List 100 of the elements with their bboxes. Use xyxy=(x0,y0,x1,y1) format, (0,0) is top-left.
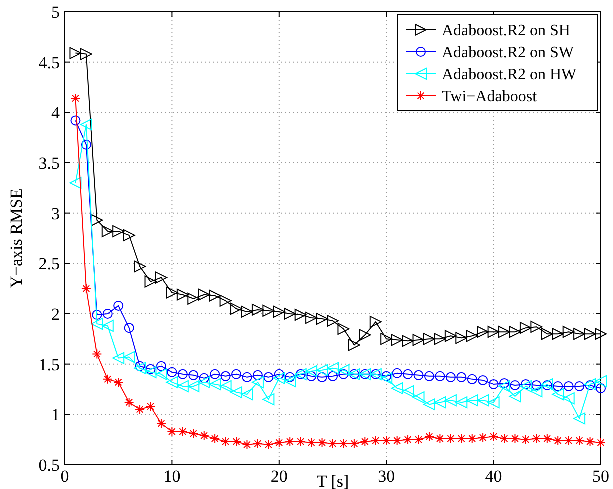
point xyxy=(414,434,424,445)
point xyxy=(188,370,199,380)
point xyxy=(230,302,243,315)
point xyxy=(284,308,296,320)
point xyxy=(327,362,339,374)
point xyxy=(412,334,425,346)
y-tick-label: 1 xyxy=(52,406,60,425)
point xyxy=(338,438,349,449)
point xyxy=(392,436,402,446)
x-tick-label: 40 xyxy=(485,467,502,486)
point xyxy=(166,286,178,299)
point xyxy=(317,438,328,448)
y-tick-label: 2 xyxy=(52,304,60,324)
point xyxy=(199,373,210,384)
point xyxy=(306,365,318,378)
point xyxy=(232,369,242,380)
point xyxy=(284,375,296,388)
y-tick-label: 3 xyxy=(52,204,60,224)
point xyxy=(562,392,575,405)
point xyxy=(135,361,146,372)
point xyxy=(252,304,264,316)
point xyxy=(348,339,360,352)
point xyxy=(135,404,146,415)
point xyxy=(144,276,157,288)
point xyxy=(230,386,243,399)
point xyxy=(156,361,166,372)
point xyxy=(349,438,360,449)
point xyxy=(435,371,446,382)
y-tick-label: 4.5 xyxy=(38,53,60,72)
point xyxy=(595,328,607,340)
legend-label: Adaboost.R2 on SW xyxy=(442,44,575,62)
point xyxy=(306,371,317,382)
point xyxy=(424,432,434,442)
point xyxy=(210,434,220,444)
point xyxy=(552,388,564,401)
point xyxy=(146,402,156,412)
point xyxy=(467,374,478,384)
point xyxy=(541,328,554,340)
point xyxy=(188,380,200,392)
point xyxy=(466,330,478,342)
point xyxy=(456,372,467,382)
point xyxy=(392,368,402,378)
point xyxy=(338,369,349,380)
y-tick-label: 3.5 xyxy=(38,154,60,173)
point xyxy=(456,434,467,444)
point xyxy=(70,94,81,104)
point xyxy=(198,288,210,301)
point xyxy=(435,434,446,444)
point xyxy=(264,440,274,450)
point xyxy=(552,328,564,340)
point xyxy=(391,382,404,394)
point xyxy=(156,418,166,429)
point xyxy=(252,376,264,388)
point xyxy=(262,394,275,406)
point xyxy=(574,436,585,446)
point xyxy=(478,375,488,386)
point xyxy=(553,381,564,392)
point xyxy=(402,386,414,398)
point xyxy=(220,380,232,392)
point xyxy=(370,316,382,328)
point xyxy=(264,372,274,382)
point xyxy=(146,364,156,374)
point xyxy=(380,372,393,384)
point xyxy=(564,436,574,446)
point xyxy=(391,334,404,346)
point xyxy=(124,323,134,334)
point xyxy=(488,326,500,338)
point xyxy=(176,380,189,392)
point xyxy=(273,372,286,384)
point xyxy=(530,386,543,398)
point xyxy=(199,430,210,441)
point xyxy=(595,375,607,388)
y-tick-label: 0.5 xyxy=(38,456,60,475)
point xyxy=(520,434,531,445)
y-tick-label: 2.5 xyxy=(38,254,60,274)
point xyxy=(500,434,510,444)
point xyxy=(596,438,606,448)
point xyxy=(188,428,199,439)
point xyxy=(359,329,372,342)
point xyxy=(574,328,586,340)
y-axis-title: Y−axis RMSE xyxy=(7,188,26,288)
point xyxy=(188,292,200,305)
point xyxy=(306,438,317,448)
legend-label: Adaboost.R2 on HW xyxy=(442,66,578,84)
point xyxy=(134,362,146,374)
point xyxy=(262,304,275,317)
point xyxy=(155,368,168,380)
point xyxy=(209,290,222,302)
point xyxy=(114,377,124,388)
point xyxy=(317,372,328,382)
point xyxy=(166,376,178,388)
point xyxy=(241,306,254,318)
point xyxy=(209,378,222,390)
point xyxy=(467,434,478,444)
point xyxy=(423,333,436,346)
point xyxy=(584,328,596,340)
point xyxy=(210,369,220,380)
point xyxy=(532,434,542,444)
point xyxy=(327,315,339,328)
point xyxy=(382,436,392,446)
